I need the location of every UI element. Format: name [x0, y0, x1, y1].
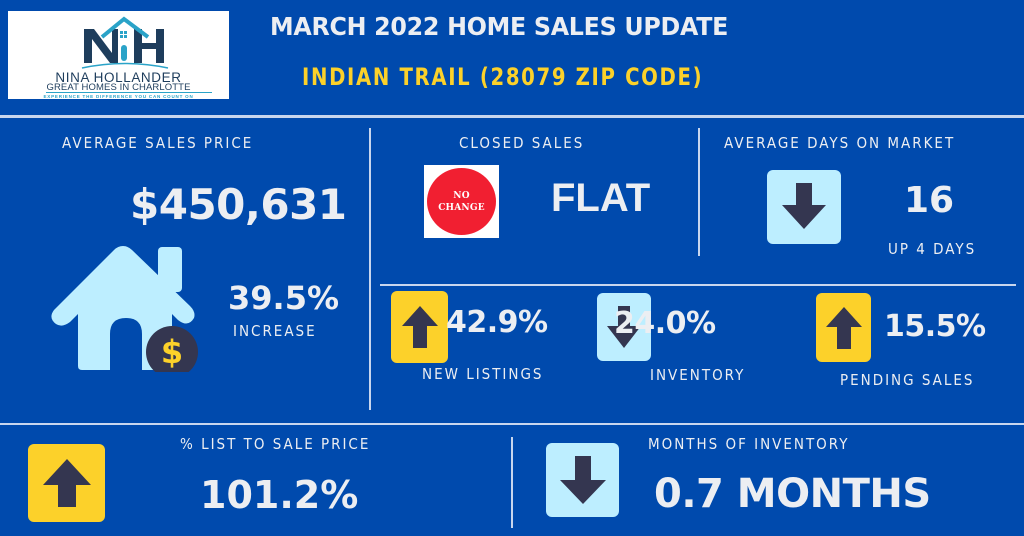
list-to-sale-up-arrow-box	[28, 444, 105, 522]
logo: NINA HOLLANDER GREAT HOMES IN CHARLOTTE …	[8, 11, 229, 99]
no-change-line1: NO	[453, 190, 470, 201]
arrow-up-icon	[42, 459, 91, 507]
new-listings-label: NEW LISTINGS	[422, 365, 544, 383]
bottom-column-divider	[511, 437, 513, 528]
pending-sales-label: PENDING SALES	[840, 371, 975, 389]
avg-dom-down-arrow-box	[767, 170, 841, 244]
inventory-down-arrow-box	[597, 293, 651, 361]
arrow-down-icon	[607, 306, 641, 348]
months-inventory-down-arrow-box	[546, 443, 619, 517]
avg-sales-price-change-label: INCREASE	[233, 322, 317, 340]
column-divider-1	[369, 128, 371, 410]
bottom-divider	[0, 423, 1024, 425]
column-divider-2	[698, 128, 700, 256]
avg-sales-price-label: AVERAGE SALES PRICE	[62, 134, 254, 152]
page-subtitle: INDIAN TRAIL (28079 ZIP CODE)	[302, 63, 704, 91]
closed-sales-label: CLOSED SALES	[459, 134, 585, 152]
avg-dom-label: AVERAGE DAYS ON MARKET	[724, 134, 956, 152]
list-to-sale-value: 101.2%	[200, 473, 359, 517]
dollar-sign: $	[161, 333, 183, 371]
house-dollar-icon: $	[51, 246, 198, 372]
logo-subtitle: GREAT HOMES IN CHARLOTTE	[46, 82, 191, 93]
avg-sales-price-change: 39.5%	[228, 279, 340, 317]
middle-divider	[380, 284, 1016, 286]
no-change-line2: CHANGE	[438, 202, 485, 213]
months-inventory-value: 0.7 MONTHS	[654, 471, 931, 517]
arrow-up-icon	[401, 306, 438, 348]
list-to-sale-label: % LIST TO SALE PRICE	[180, 435, 371, 453]
arrow-up-icon	[825, 306, 862, 349]
months-inventory-label: MONTHS OF INVENTORY	[648, 435, 850, 453]
inventory-value: 24.0%	[614, 306, 716, 341]
logo-divider	[46, 92, 212, 93]
avg-sales-price-value: $450,631	[130, 180, 347, 229]
closed-sales-value: FLAT	[551, 176, 651, 220]
pending-sales-value: 15.5%	[884, 309, 986, 344]
new-listings-value: 42.9%	[446, 305, 548, 340]
page-title: MARCH 2022 HOME SALES UPDATE	[270, 12, 729, 41]
inventory-label: INVENTORY	[650, 366, 746, 384]
nh-monogram-icon	[81, 16, 169, 69]
arrow-down-icon	[559, 456, 606, 504]
avg-dom-value: 16	[904, 180, 955, 221]
logo-tagline: EXPERIENCE THE DIFFERENCE YOU CAN COUNT …	[43, 94, 194, 99]
header-divider	[0, 115, 1024, 118]
pending-sales-up-arrow-box	[816, 293, 871, 362]
no-change-badge: NO CHANGE	[424, 165, 499, 238]
new-listings-up-arrow-box	[391, 291, 448, 363]
avg-dom-change-label: UP 4 DAYS	[888, 240, 977, 258]
arrow-down-icon	[782, 183, 826, 229]
logo-name: NINA HOLLANDER	[55, 70, 182, 85]
